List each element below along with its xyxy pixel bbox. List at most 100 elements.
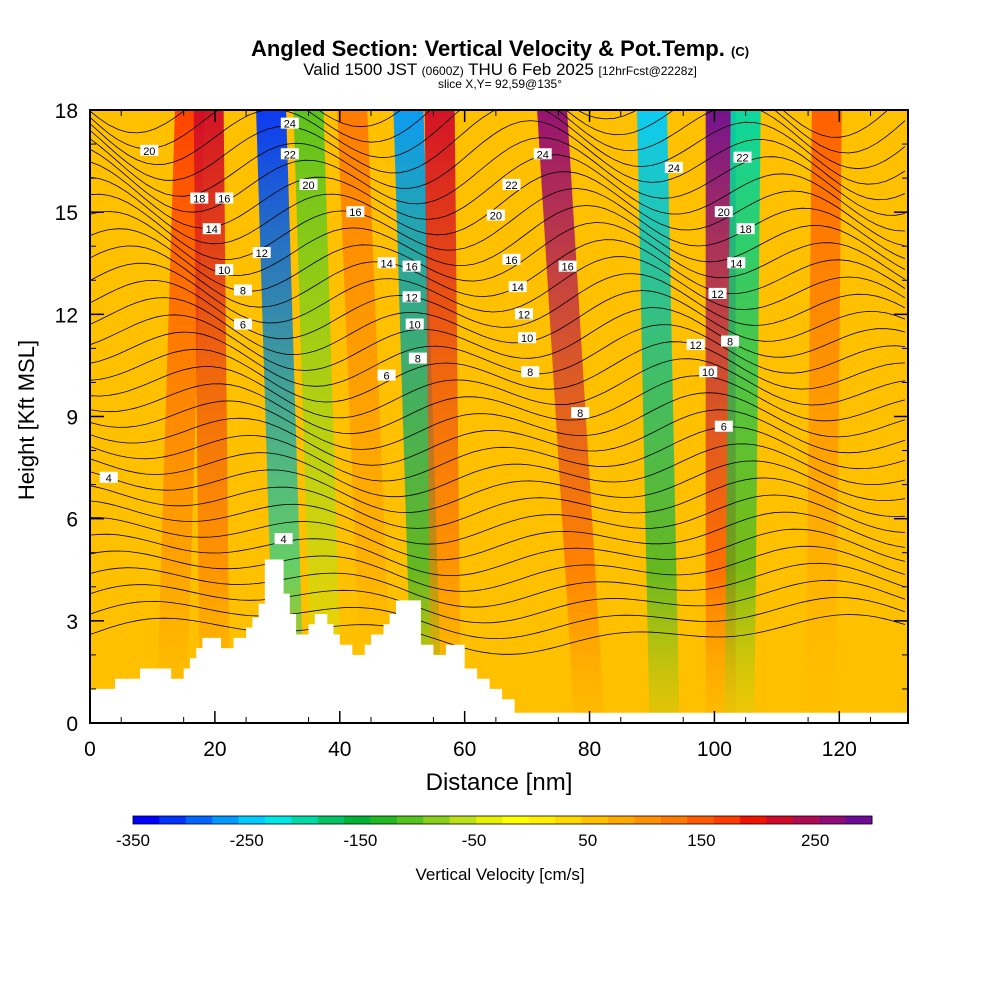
colorbar-cell — [370, 816, 398, 824]
contour-label: 12 — [405, 292, 417, 304]
colorbar-cell — [608, 816, 635, 824]
velocity-plume — [424, 110, 461, 723]
colorbar-cell — [396, 816, 424, 824]
contour-label-box — [571, 407, 590, 419]
y-axis: 0 3 6 9 12 15 18 — [55, 100, 908, 736]
contour-label: 16 — [218, 194, 230, 206]
x-tick-label: 0 — [84, 738, 96, 761]
theta-contour — [90, 614, 906, 655]
contour-labels: 24 22 20 20 18 16 14 12 10 8 6 16 14 16 12 10 8 6 24 22 20 16… — [99, 117, 755, 546]
colorbar-cell — [291, 816, 319, 824]
theta-contour — [90, 511, 905, 561]
contour-label-box — [299, 178, 318, 190]
contour-label: 14 — [512, 282, 524, 294]
contour-label: 20 — [490, 211, 502, 223]
contour-label: 16 — [562, 262, 574, 274]
contour-label: 12 — [690, 340, 702, 352]
contour-label: 20 — [302, 180, 314, 192]
colorbar-cell — [133, 816, 160, 824]
chart-title: Angled Section: Vertical Velocity & Pot.… — [250, 36, 750, 61]
theta-contour — [90, 324, 905, 387]
contour-label-box — [664, 161, 683, 173]
colorbar-cell — [423, 816, 451, 824]
colorbar-cell — [317, 816, 345, 824]
contour-label-box — [686, 338, 705, 350]
theta-contour — [90, 188, 906, 260]
theta-contour — [90, 239, 906, 308]
contour-label: 16 — [349, 207, 361, 219]
contour-label-box — [518, 332, 537, 344]
colorbar-tick-label: 50 — [578, 831, 597, 850]
contour-label-box — [405, 318, 424, 330]
contour-label: 6 — [384, 371, 390, 383]
contour-label-box — [233, 318, 252, 330]
contour-label-box — [408, 352, 427, 364]
theta-contour — [90, 154, 905, 232]
contour-label: 8 — [577, 408, 583, 420]
contour-label-box — [280, 148, 299, 160]
contour-label: 14 — [730, 258, 742, 270]
theta-contour — [90, 460, 905, 514]
contour-label: 4 — [106, 473, 112, 485]
velocity-plume — [293, 110, 343, 723]
theta-contour — [90, 273, 906, 340]
contour-label-box — [521, 366, 540, 378]
colorbar-cell — [159, 816, 187, 824]
y-tick-label: 15 — [55, 202, 78, 225]
colorbar-cell — [845, 816, 873, 824]
contour-label-box — [736, 223, 755, 235]
contour-label: 12 — [518, 309, 530, 321]
contour-label: 10 — [409, 320, 421, 332]
theta-contour — [90, 256, 906, 324]
contour-label: 8 — [527, 367, 533, 379]
contour-label: 24 — [668, 163, 680, 175]
theta-contour — [90, 110, 906, 185]
theta-contour — [90, 409, 906, 466]
x-tick-label: 20 — [203, 738, 226, 761]
contour-label-box — [502, 178, 521, 190]
theta-contour — [90, 171, 905, 247]
theta-contour — [90, 494, 905, 545]
contour-label: 16 — [505, 255, 517, 267]
contour-label-box — [233, 284, 252, 296]
contour-label-box — [721, 335, 740, 347]
theta-contour — [90, 375, 906, 435]
x-axis: 0 20 40 60 80 100 120 — [84, 110, 872, 761]
velocity-plume — [537, 110, 605, 723]
theta-contour — [90, 392, 906, 450]
colorbar — [132, 815, 873, 825]
contour-label: 12 — [711, 289, 723, 301]
contour-label-box — [402, 291, 421, 303]
theta-contour — [90, 562, 906, 608]
colorbar-tick-label: -50 — [462, 831, 487, 850]
contour-label: 24 — [284, 119, 296, 131]
y-tick-label: 18 — [55, 100, 78, 123]
contour-label: 24 — [537, 149, 549, 161]
contour-label-box — [346, 206, 365, 218]
colorbar-cell — [581, 816, 609, 824]
contour-label: 20 — [718, 207, 730, 219]
colorbar-cell — [449, 816, 477, 824]
contour-label: 6 — [240, 320, 246, 332]
theta-contour — [90, 222, 906, 292]
terrain-mask — [90, 559, 908, 723]
theta-contour — [90, 477, 905, 529]
contour-label-box — [486, 209, 505, 221]
contour-label-box — [714, 420, 733, 432]
contour-label-box — [402, 260, 421, 272]
velocity-plume — [193, 110, 230, 723]
contour-label-box — [502, 253, 521, 265]
x-tick-label: 40 — [328, 738, 351, 761]
contour-label-box — [140, 144, 159, 156]
contour-label: 6 — [721, 422, 727, 434]
colorbar-tick-label: -150 — [343, 831, 377, 850]
contour-label: 12 — [256, 248, 268, 260]
x-tick-label: 120 — [822, 738, 857, 761]
contour-label-box — [215, 264, 234, 276]
y-tick-label: 9 — [66, 407, 78, 430]
contour-label-box — [508, 281, 527, 293]
valid-time-line: Valid 1500 JST (0600Z) THU 6 Feb 2025 [1… — [303, 60, 697, 79]
contour-label-box — [202, 223, 221, 235]
contour-label-box — [533, 148, 552, 160]
x-tick-label: 100 — [697, 738, 732, 761]
